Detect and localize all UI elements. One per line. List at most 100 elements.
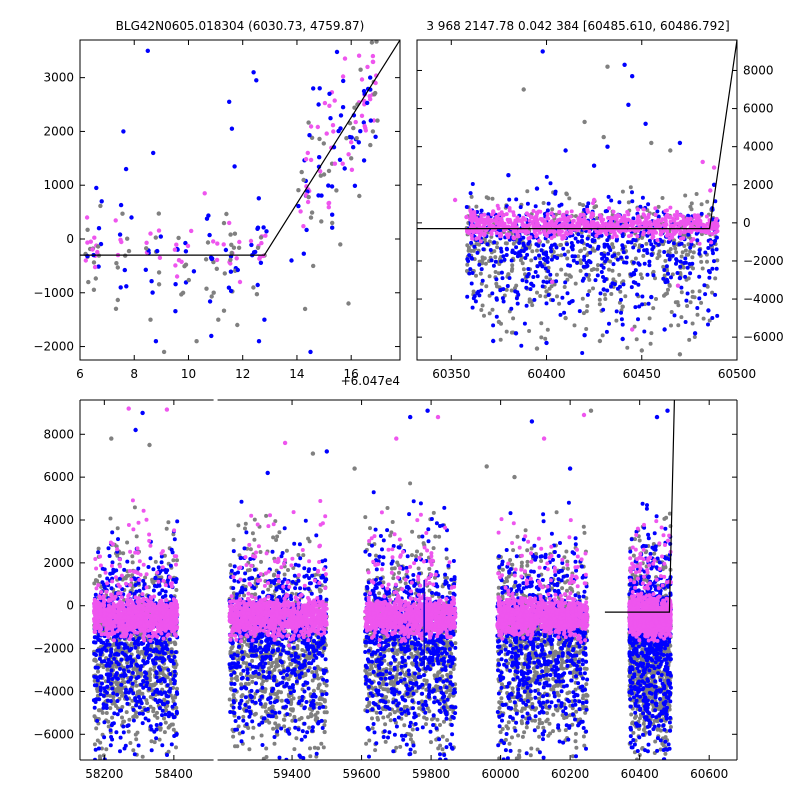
data-point	[100, 682, 104, 686]
data-point	[517, 241, 521, 245]
data-point	[118, 667, 122, 671]
data-point	[206, 240, 210, 244]
data-point	[594, 278, 598, 282]
data-point	[164, 583, 168, 587]
data-point	[536, 274, 540, 278]
data-point	[102, 753, 106, 757]
data-point	[108, 706, 112, 710]
data-point	[715, 258, 719, 262]
data-point	[669, 247, 673, 251]
data-point	[119, 240, 123, 244]
data-point	[215, 258, 219, 262]
data-point	[523, 224, 527, 228]
data-point	[669, 215, 673, 219]
data-point	[119, 607, 123, 611]
data-point	[162, 673, 166, 677]
data-point	[111, 571, 115, 575]
data-point	[105, 628, 109, 632]
data-point	[705, 215, 709, 219]
data-point	[707, 276, 711, 280]
data-point	[605, 330, 609, 334]
data-point	[143, 708, 147, 712]
data-point	[116, 677, 120, 681]
data-point	[625, 346, 629, 350]
data-point	[529, 235, 533, 239]
data-point	[127, 249, 131, 253]
data-point	[607, 268, 611, 272]
data-point	[147, 634, 151, 638]
data-point	[649, 141, 653, 145]
data-point	[165, 527, 169, 531]
data-point	[509, 307, 513, 311]
data-point	[600, 252, 604, 256]
data-point	[100, 580, 104, 584]
data-point	[125, 658, 129, 662]
data-point	[164, 598, 168, 602]
data-point	[546, 212, 550, 216]
data-point	[635, 234, 639, 238]
data-point	[136, 546, 140, 550]
data-point	[228, 232, 232, 236]
data-point	[529, 215, 533, 219]
data-point	[155, 656, 159, 660]
data-point	[230, 127, 234, 131]
data-point	[553, 243, 557, 247]
data-point	[661, 217, 665, 221]
data-point	[605, 145, 609, 149]
data-point	[691, 295, 695, 299]
data-point	[116, 712, 120, 716]
data-point	[633, 305, 637, 309]
data-point	[144, 268, 148, 272]
data-point	[652, 273, 656, 277]
data-point	[143, 631, 147, 635]
data-point	[542, 252, 546, 256]
data-point	[85, 228, 89, 232]
data-point	[131, 715, 135, 719]
data-point	[636, 317, 640, 321]
data-point	[256, 246, 260, 250]
data-point	[519, 344, 523, 348]
data-point	[484, 284, 488, 288]
data-point	[119, 203, 123, 207]
data-point	[699, 260, 703, 264]
data-point	[169, 624, 173, 628]
data-point	[657, 243, 661, 247]
data-point	[513, 289, 517, 293]
data-point	[108, 673, 112, 677]
data-point	[471, 306, 475, 310]
data-point	[523, 256, 527, 260]
data-point	[158, 256, 162, 260]
data-point	[162, 702, 166, 706]
data-point	[700, 212, 704, 216]
data-point	[570, 209, 574, 213]
data-point	[117, 627, 121, 631]
data-point	[120, 658, 124, 662]
data-point	[701, 267, 705, 271]
data-point	[592, 267, 596, 271]
data-point	[173, 642, 177, 646]
data-point	[343, 166, 347, 170]
data-point	[506, 173, 510, 177]
data-point	[210, 294, 214, 298]
data-point	[679, 260, 683, 264]
data-point	[264, 747, 268, 751]
data-point	[598, 213, 602, 217]
data-point	[697, 252, 701, 256]
data-point	[120, 574, 124, 578]
data-point	[186, 244, 190, 248]
data-point	[598, 217, 602, 221]
data-point	[298, 209, 302, 213]
data-point	[98, 555, 102, 559]
data-point	[563, 316, 567, 320]
data-point	[146, 622, 150, 626]
data-point	[684, 299, 688, 303]
data-point	[110, 687, 114, 691]
data-point	[241, 715, 245, 719]
data-point	[526, 267, 530, 271]
data-point	[130, 624, 134, 628]
data-point	[535, 211, 539, 215]
data-point	[573, 323, 577, 327]
x-tick-label: 8	[130, 367, 138, 381]
data-point	[330, 213, 334, 217]
data-point	[174, 650, 178, 654]
